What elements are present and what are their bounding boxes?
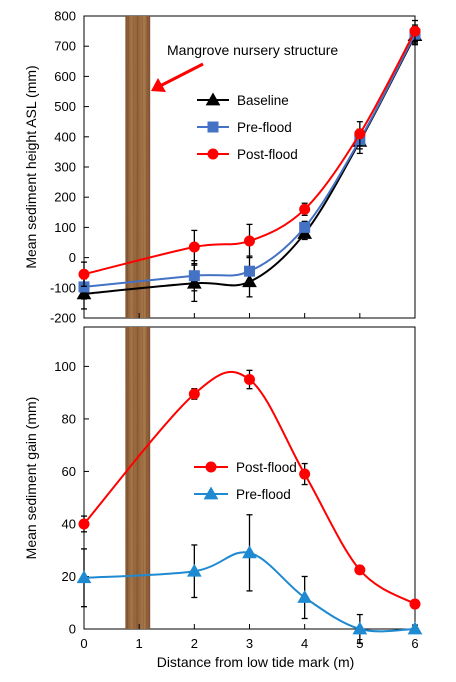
y-tick-label: 700 — [54, 39, 76, 54]
data-point — [186, 563, 202, 577]
nursery-structure-band — [125, 327, 151, 629]
data-point — [299, 221, 311, 233]
series-line — [83, 33, 416, 288]
wood-grain-line — [142, 15, 144, 319]
annotation-arrowhead — [151, 78, 166, 92]
legend-marker — [205, 92, 221, 106]
wood-grain-line — [127, 15, 129, 319]
wood-grain-line — [127, 326, 129, 630]
wood-grain-line — [145, 326, 148, 630]
legend-label: Post-flood — [237, 147, 298, 162]
data-point — [188, 241, 200, 253]
data-point — [188, 270, 200, 282]
y-axis-title: Mean sediment height ASL (mm) — [23, 65, 39, 268]
y-tick-label: 400 — [54, 129, 76, 144]
annotation-label: Mangrove nursery structure — [167, 42, 338, 58]
y-tick-label: 0 — [69, 622, 76, 637]
annotation-arrow-line — [159, 62, 204, 88]
chart-panel-1: -200 -100 0 100 200 300 400 500 600 700 800 Mean se… — [23, 9, 423, 326]
y-tick-label: 80 — [62, 411, 76, 426]
data-point — [297, 589, 313, 603]
data-point — [78, 518, 90, 530]
y-tick-label: 100 — [54, 359, 76, 374]
series-post-flood — [78, 369, 421, 610]
y-tick-label: 100 — [54, 220, 76, 235]
data-point — [244, 374, 255, 386]
x-tick-label: 2 — [191, 636, 198, 651]
series-line — [83, 30, 416, 276]
legend: Baseline Pre-flood Post-flood — [197, 92, 298, 162]
y-tick-label: 500 — [54, 99, 76, 114]
legend: Post-flood Pre-flood — [194, 460, 297, 502]
data-point — [352, 621, 368, 635]
legend-marker — [207, 121, 219, 133]
wood-grain-line — [136, 326, 139, 630]
chart-panel-2: 0204060801000123456Mean sediment gain (m… — [23, 326, 423, 670]
data-point — [242, 545, 257, 559]
x-axis-title: Distance from low tide mark (m) — [157, 654, 355, 670]
legend-label: Pre-flood — [236, 487, 291, 502]
legend-marker — [205, 461, 217, 473]
y-tick-label: 40 — [62, 516, 76, 531]
legend-label: Pre-flood — [237, 120, 292, 135]
data-point — [354, 128, 366, 140]
x-tick-label: 3 — [246, 636, 253, 651]
data-point — [188, 388, 200, 400]
y-tick-label: 60 — [62, 464, 76, 479]
y-tick-label: 600 — [54, 69, 76, 84]
wood-grain-line — [132, 15, 135, 319]
y-axis-title: Mean sediment gain (mm) — [23, 397, 39, 560]
data-point — [299, 468, 311, 480]
wood-grain-line — [132, 326, 135, 630]
data-point — [244, 235, 255, 247]
data-point — [409, 25, 421, 37]
y-tick-label: -100 — [50, 280, 76, 295]
x-tick-label: 1 — [136, 636, 143, 651]
data-point — [78, 268, 90, 280]
y-tick-label: 0 — [69, 250, 76, 265]
data-point — [76, 570, 92, 584]
wood-grain-line — [145, 15, 148, 319]
y-tick-label: -200 — [50, 311, 76, 326]
x-tick-label: 4 — [301, 636, 308, 651]
legend-marker — [207, 148, 219, 160]
data-point — [244, 265, 255, 277]
y-tick-label: 200 — [54, 190, 76, 205]
x-tick-label: 0 — [80, 636, 87, 651]
wood-grain-line — [136, 15, 139, 319]
y-tick-label: 800 — [54, 9, 76, 24]
data-point — [407, 621, 423, 635]
series-post-flood — [78, 19, 421, 287]
series-pre-flood — [76, 514, 423, 645]
y-tick-label: 300 — [54, 160, 76, 175]
data-point — [409, 598, 421, 610]
data-point — [354, 564, 366, 576]
data-point — [299, 203, 311, 215]
y-tick-label: 20 — [62, 569, 76, 584]
wood-grain-line — [142, 326, 144, 630]
nursery-structure-band — [125, 16, 151, 318]
legend-label: Post-flood — [236, 460, 297, 475]
legend-marker — [203, 486, 219, 500]
x-tick-label: 6 — [411, 636, 418, 651]
legend-label: Baseline — [237, 93, 289, 108]
